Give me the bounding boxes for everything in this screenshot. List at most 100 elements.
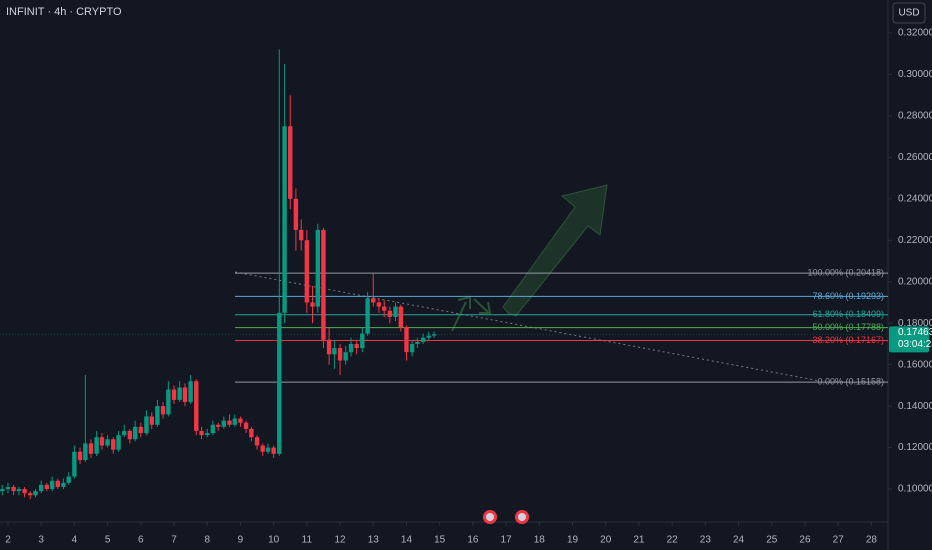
candle-body — [215, 424, 221, 427]
fib-label: 61.80% (0.18409) — [812, 309, 884, 319]
x-tick-label: 15 — [434, 535, 446, 546]
y-tick-label: 0.14000 — [898, 401, 932, 412]
candle-body — [111, 439, 116, 450]
y-tick-label: 0.12000 — [898, 442, 932, 453]
fib-label: 100.00% (0.20418) — [807, 267, 884, 277]
candle-body — [321, 229, 326, 340]
x-tick-label: 8 — [204, 535, 210, 546]
last-price-label: 0.17463 — [898, 327, 932, 338]
candle-body — [254, 437, 260, 446]
candle-body — [94, 437, 99, 454]
x-tick-label: 17 — [501, 535, 513, 546]
candle-body — [243, 422, 249, 429]
x-tick-label: 14 — [401, 535, 413, 546]
candle-body — [376, 302, 382, 307]
path-arrow-head — [479, 301, 492, 314]
candle-body — [61, 482, 66, 487]
candle-body — [387, 310, 393, 317]
candle-body — [293, 198, 299, 230]
candle-body — [160, 406, 166, 415]
candle-body — [38, 484, 44, 492]
candle-body — [22, 489, 27, 494]
candle-body — [72, 451, 77, 477]
candle-body — [420, 337, 426, 342]
y-tick-label: 0.30000 — [898, 69, 932, 80]
candle-body — [337, 348, 343, 361]
trend-line — [234, 271, 821, 382]
path-arrow-head — [457, 295, 471, 309]
x-tick-label: 12 — [334, 535, 346, 546]
candle-body — [127, 430, 133, 440]
candle-body — [332, 348, 337, 355]
candle-body — [348, 343, 354, 353]
candle-body — [210, 424, 216, 434]
x-tick-label: 3 — [38, 535, 44, 546]
x-tick-label: 27 — [833, 535, 845, 546]
candle-body — [382, 306, 387, 311]
candle-body — [105, 439, 110, 446]
candle-body — [288, 126, 293, 199]
x-tick-label: 6 — [138, 535, 144, 546]
candle-body — [99, 437, 105, 446]
x-tick-label: 10 — [268, 535, 280, 546]
candle-body — [122, 430, 127, 436]
candle-body — [149, 416, 154, 425]
candle-body — [365, 298, 370, 334]
y-tick-label: 0.20000 — [898, 276, 932, 287]
candle-body — [83, 443, 88, 461]
candle-body — [116, 435, 121, 450]
candle-body — [371, 298, 376, 303]
x-tick-label: 21 — [633, 535, 645, 546]
last-price-box — [889, 326, 929, 353]
x-tick-label: 11 — [302, 535, 313, 546]
candle-body — [138, 426, 144, 434]
candle-body — [49, 480, 55, 490]
candle-body — [354, 343, 359, 349]
x-tick-label: 5 — [105, 535, 111, 546]
candle-body — [33, 491, 38, 496]
y-tick-label: 0.22000 — [898, 235, 932, 246]
candle-body — [315, 229, 321, 307]
candle-body — [155, 406, 160, 425]
candle-body — [393, 306, 398, 317]
candle-body — [426, 335, 431, 338]
candle-body — [398, 306, 404, 328]
x-tick-label: 28 — [866, 535, 878, 546]
candle-body — [304, 240, 310, 303]
x-tick-label: 13 — [368, 535, 380, 546]
candle-body — [299, 229, 304, 241]
candle-body — [166, 389, 171, 415]
candle-body — [11, 486, 16, 492]
fib-label: 38.20% (0.17167) — [812, 335, 884, 345]
x-tick-label: 20 — [600, 535, 612, 546]
path-arrow — [473, 298, 489, 313]
currency-box[interactable] — [892, 2, 926, 24]
candle-body — [232, 418, 237, 425]
candle-body — [16, 489, 22, 492]
candle-body — [44, 484, 50, 490]
currency[interactable]: USD — [898, 8, 919, 19]
candle-body — [260, 445, 265, 452]
candle-body — [199, 430, 204, 436]
y-tick-label: 0.10000 — [898, 484, 932, 495]
y-tick-label: 0.18000 — [898, 318, 932, 329]
candle-body — [249, 428, 254, 438]
x-tick-label: 18 — [534, 535, 546, 546]
candle-body — [360, 333, 365, 349]
x-tick-label: 25 — [766, 535, 778, 546]
candle-body — [194, 381, 199, 431]
candle-body — [415, 341, 420, 344]
y-tick-label: 0.32000 — [898, 28, 932, 39]
event-icon-inner — [486, 513, 494, 521]
candle-body — [277, 312, 282, 454]
y-tick-label: 0.26000 — [898, 152, 932, 163]
y-tick-label: 0.24000 — [898, 193, 932, 204]
candle-body — [282, 126, 287, 313]
candle-body — [326, 339, 332, 355]
chart-title: INFINIT · 4h · CRYPTO — [6, 6, 122, 18]
candle-body — [221, 420, 227, 427]
candle-body — [188, 381, 193, 402]
x-tick-label: 26 — [799, 535, 811, 546]
candle-body — [88, 443, 94, 454]
